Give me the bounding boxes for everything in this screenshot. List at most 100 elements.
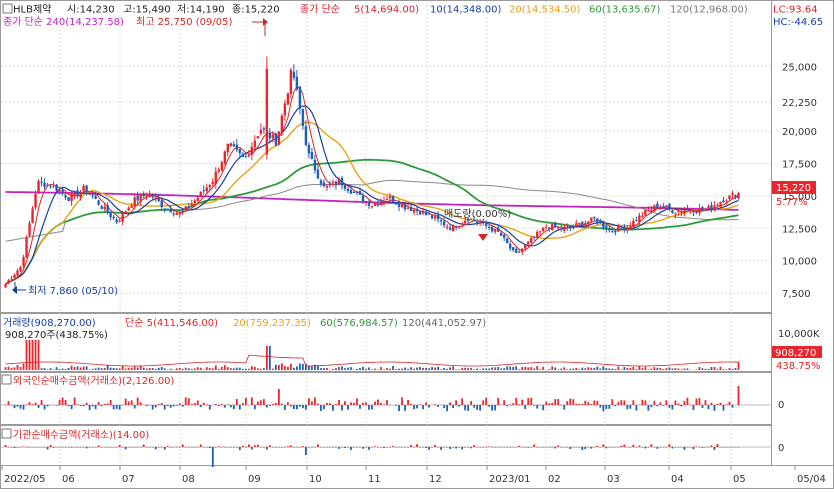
institution-bar — [110, 447, 112, 448]
institution-bar — [170, 447, 172, 448]
foreign-bar — [410, 404, 412, 405]
institution-bar — [71, 447, 73, 448]
foreign-bar — [32, 404, 34, 405]
institution-bar — [281, 447, 283, 448]
foreign-bar — [326, 403, 328, 405]
volume-bar — [503, 368, 505, 370]
institution-bar — [530, 447, 532, 448]
volume-bar — [170, 369, 172, 370]
institution-bar — [77, 447, 79, 448]
institution-bar — [266, 447, 268, 450]
foreign-bar — [374, 402, 376, 405]
foreign-bar — [377, 400, 379, 405]
candle — [67, 197, 69, 202]
institution-bar — [711, 445, 713, 447]
volume-bar — [428, 368, 430, 370]
foreign-bar — [608, 405, 610, 409]
volume-bar — [368, 367, 370, 370]
institution-bar — [410, 445, 412, 447]
price-header: HLB제약 시:14,230 고:15,490 저:14,190 종:15,22… — [2, 2, 823, 28]
volume-bar — [398, 369, 400, 370]
institution-bar — [17, 447, 19, 448]
foreign-bar — [308, 398, 310, 405]
institution-bar — [59, 447, 61, 448]
institution-bar — [23, 446, 25, 447]
candle — [653, 204, 655, 211]
volume-bar — [653, 367, 655, 370]
volume-bar — [659, 368, 661, 370]
foreign-bar — [20, 405, 22, 409]
volume-bar — [669, 367, 671, 370]
institution-bar — [341, 447, 343, 448]
institution-bar — [563, 447, 565, 448]
institution-bar — [672, 447, 674, 448]
institution-bar — [116, 447, 118, 448]
foreign-bar — [497, 398, 499, 405]
foreign-bar — [44, 405, 46, 409]
volume-bar — [203, 369, 205, 370]
svg-text:60(576,984.57): 60(576,984.57) — [320, 318, 398, 329]
volume-bar — [708, 369, 710, 370]
volume-bar — [590, 368, 592, 370]
foreign-bar — [26, 404, 28, 405]
institution-bar — [206, 447, 208, 448]
chart-collapse-icon[interactable] — [3, 4, 12, 13]
volume-bar — [278, 365, 280, 370]
volume-bar — [386, 368, 388, 370]
volume-bar — [684, 369, 686, 370]
institution-bar — [107, 447, 109, 448]
candle — [512, 247, 514, 252]
svg-text:120(441,052.97): 120(441,052.97) — [402, 318, 486, 329]
foreign-bar — [89, 405, 91, 410]
candle — [671, 210, 673, 214]
volume-bar — [702, 368, 704, 370]
foreign-bar — [509, 404, 511, 405]
candle — [191, 200, 193, 207]
institution-bar — [723, 447, 725, 448]
foreign-bar — [659, 402, 661, 405]
institution-bar — [197, 447, 199, 448]
institution-bar — [293, 447, 295, 448]
date-tick-label: 12 — [429, 474, 442, 485]
volume-bar — [599, 369, 601, 370]
foreign-bar — [515, 398, 517, 405]
institution-bar — [230, 447, 232, 448]
institution-bar — [368, 447, 370, 450]
institution-bar — [236, 447, 238, 448]
institution-bar — [681, 447, 683, 448]
candle — [347, 187, 349, 193]
volume-bar — [482, 368, 484, 370]
foreign-bar — [155, 405, 157, 407]
candle — [635, 217, 637, 222]
volume-bar — [711, 367, 713, 370]
institution-bar — [344, 447, 346, 448]
institution-bar — [684, 447, 686, 450]
foreign-net-bars — [1, 386, 771, 411]
foreign-bar — [203, 403, 205, 405]
foreign-bar — [554, 399, 556, 405]
volume-bar — [512, 367, 514, 370]
foreign-bar — [678, 403, 680, 405]
candle — [542, 227, 544, 232]
institution-bar — [200, 445, 202, 447]
candle — [332, 179, 334, 187]
foreign-bar — [38, 405, 40, 408]
foreign-bar — [8, 401, 10, 405]
high-value: 고:15,490 — [123, 5, 171, 16]
inst-header: 기관순매수금액(거래소)(14.00) — [2, 429, 149, 441]
foreign-bar — [200, 405, 202, 407]
foreign-bar — [29, 402, 31, 405]
institution-bar — [317, 444, 319, 447]
foreign-bar — [323, 405, 325, 409]
foreign-bar — [218, 405, 220, 406]
moving-average-lines — [6, 87, 739, 284]
foreign-bar — [173, 405, 175, 406]
svg-text:최고 25,750 (09/05): 최고 25,750 (09/05) — [136, 16, 232, 28]
foreign-bar — [68, 405, 70, 406]
institution-bar — [56, 447, 58, 448]
volume-bar — [527, 367, 529, 370]
price-tick-label: 7,500 — [782, 289, 811, 300]
volume-bar — [275, 365, 277, 370]
foreign-bar — [224, 405, 226, 408]
